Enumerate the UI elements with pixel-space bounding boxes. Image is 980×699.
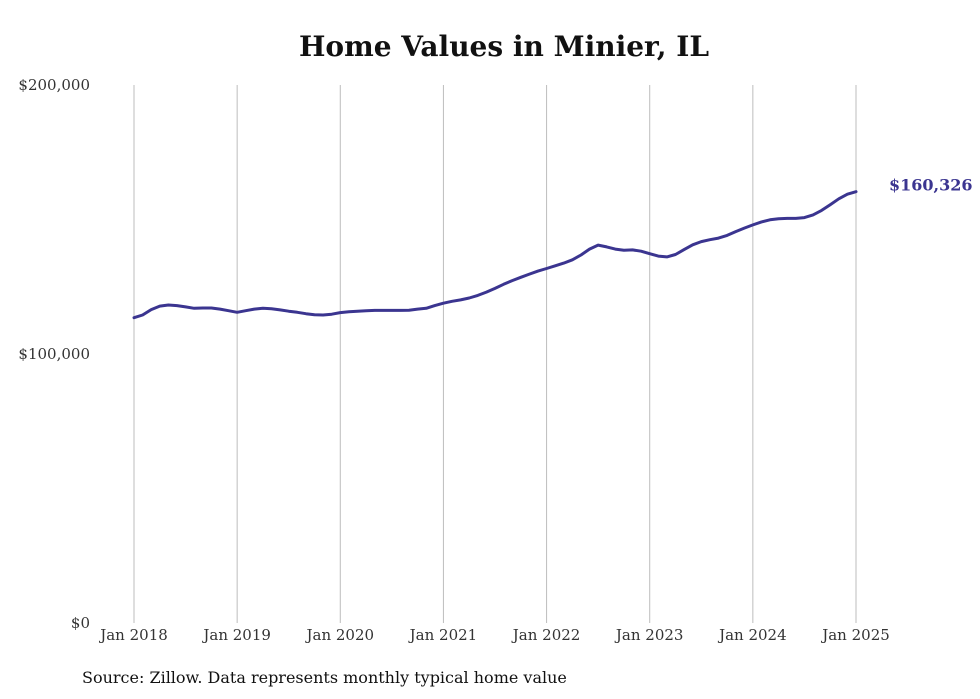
x-tick-label: Jan 2022 <box>511 626 581 644</box>
data-series: $160,326 <box>132 176 973 320</box>
chart-title: Home Values in Minier, IL <box>298 30 710 63</box>
source-note: Source: Zillow. Data represents monthly … <box>82 668 567 687</box>
x-tick-label: Jan 2018 <box>98 626 168 644</box>
y-tick-label: $100,000 <box>18 345 90 363</box>
x-tick-label: Jan 2024 <box>717 626 787 644</box>
x-tick-label: Jan 2020 <box>305 626 375 644</box>
y-tick-label: $200,000 <box>18 76 90 94</box>
end-value-label: $160,326 <box>889 176 973 195</box>
y-tick-label: $0 <box>71 614 90 632</box>
series-line <box>132 190 858 320</box>
x-tick-label: Jan 2019 <box>201 626 271 644</box>
x-tick-label: Jan 2021 <box>408 626 478 644</box>
x-tick-label: Jan 2023 <box>614 626 684 644</box>
y-axis-labels: $0 $100,000 $200,000 <box>18 76 90 632</box>
x-axis-labels: Jan 2018 Jan 2019 Jan 2020 Jan 2021 Jan 2022… <box>98 626 890 644</box>
grid-lines <box>133 85 857 623</box>
x-tick-label: Jan 2025 <box>820 626 890 644</box>
